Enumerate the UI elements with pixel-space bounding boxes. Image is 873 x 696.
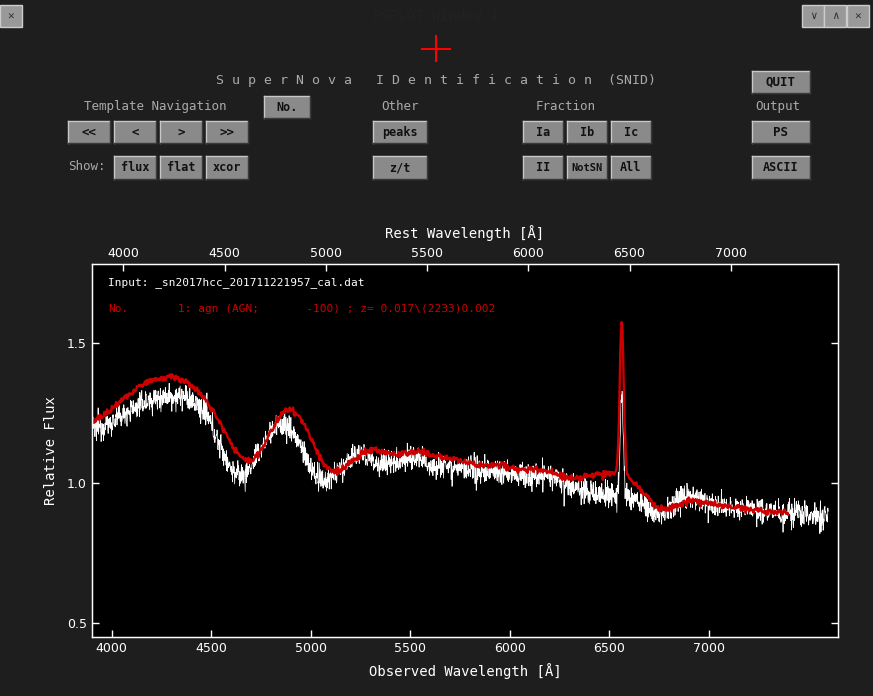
- Text: <<: <<: [81, 126, 97, 139]
- FancyBboxPatch shape: [752, 121, 810, 143]
- FancyBboxPatch shape: [611, 157, 651, 179]
- FancyBboxPatch shape: [373, 157, 427, 179]
- Text: No.: No.: [108, 303, 128, 314]
- FancyBboxPatch shape: [567, 121, 607, 143]
- Text: >>: >>: [219, 126, 235, 139]
- X-axis label: Rest Wavelength [Å]: Rest Wavelength [Å]: [385, 226, 545, 242]
- FancyBboxPatch shape: [802, 5, 824, 27]
- Text: <: <: [131, 126, 139, 139]
- Text: flux: flux: [120, 161, 149, 174]
- Text: PGPLOT Window 1: PGPLOT Window 1: [373, 9, 498, 23]
- Text: Template Navigation: Template Navigation: [84, 100, 226, 113]
- FancyBboxPatch shape: [206, 157, 248, 179]
- FancyBboxPatch shape: [523, 121, 563, 143]
- Text: 1: agn (AGN;       -100) ; z= 0.017\(2233)0.002: 1: agn (AGN; -100) ; z= 0.017\(2233)0.00…: [177, 303, 495, 314]
- FancyBboxPatch shape: [114, 157, 156, 179]
- Text: ASCII: ASCII: [763, 161, 799, 174]
- FancyBboxPatch shape: [68, 121, 110, 143]
- Text: All: All: [621, 161, 642, 174]
- Text: NotSN: NotSN: [571, 163, 602, 173]
- FancyBboxPatch shape: [0, 5, 22, 27]
- Text: S u p e r N o v a   I D e n t i f i c a t i o n  (SNID): S u p e r N o v a I D e n t i f i c a t …: [216, 74, 656, 87]
- Text: ∨: ∨: [809, 11, 816, 21]
- Text: Ib: Ib: [580, 126, 595, 139]
- Text: z/t: z/t: [389, 161, 410, 174]
- Text: ∧: ∧: [832, 11, 838, 21]
- Text: Show:: Show:: [68, 160, 106, 173]
- Text: Ic: Ic: [624, 126, 638, 139]
- FancyBboxPatch shape: [160, 121, 202, 143]
- FancyBboxPatch shape: [373, 121, 427, 143]
- FancyBboxPatch shape: [847, 5, 869, 27]
- X-axis label: Observed Wavelength [Å]: Observed Wavelength [Å]: [368, 663, 561, 679]
- Text: Ia: Ia: [536, 126, 550, 139]
- Y-axis label: Relative Flux: Relative Flux: [45, 396, 58, 505]
- FancyBboxPatch shape: [824, 5, 846, 27]
- FancyBboxPatch shape: [523, 157, 563, 179]
- FancyBboxPatch shape: [114, 121, 156, 143]
- FancyBboxPatch shape: [611, 121, 651, 143]
- FancyBboxPatch shape: [752, 71, 810, 93]
- Text: No.: No.: [277, 100, 298, 113]
- FancyBboxPatch shape: [206, 121, 248, 143]
- Text: QUIT: QUIT: [766, 75, 796, 88]
- FancyBboxPatch shape: [752, 157, 810, 179]
- Text: II: II: [536, 161, 550, 174]
- FancyBboxPatch shape: [160, 157, 202, 179]
- Text: >: >: [177, 126, 185, 139]
- FancyBboxPatch shape: [264, 96, 310, 118]
- Text: PS: PS: [773, 126, 788, 139]
- Text: Fraction: Fraction: [536, 100, 596, 113]
- Text: Input: _sn2017hcc_201711221957_cal.dat: Input: _sn2017hcc_201711221957_cal.dat: [108, 278, 365, 288]
- Text: Other: Other: [382, 100, 419, 113]
- Text: peaks: peaks: [382, 126, 418, 139]
- Text: xcor: xcor: [213, 161, 241, 174]
- Text: ✕: ✕: [8, 11, 14, 21]
- FancyBboxPatch shape: [567, 157, 607, 179]
- Text: flat: flat: [167, 161, 196, 174]
- Text: Output: Output: [755, 100, 801, 113]
- Text: ✕: ✕: [855, 11, 862, 21]
